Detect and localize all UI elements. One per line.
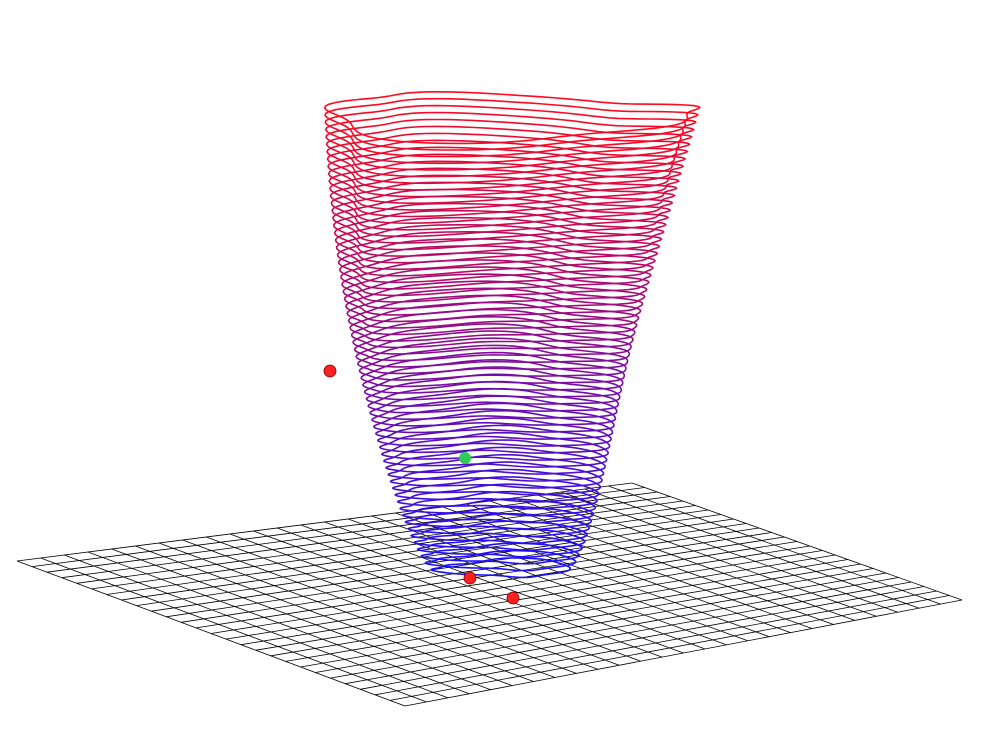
contour-ring bbox=[394, 476, 600, 503]
contour-ring bbox=[350, 308, 636, 349]
contour-ring bbox=[385, 446, 606, 475]
contour-ring bbox=[396, 483, 598, 510]
contour-ring bbox=[363, 366, 622, 401]
floor-grid-line-v bbox=[390, 595, 950, 701]
contour-ring bbox=[331, 188, 672, 238]
contour-ring bbox=[325, 118, 693, 171]
floor-grid-line-u bbox=[348, 518, 706, 650]
contour-ring bbox=[330, 181, 674, 231]
red-point-3 bbox=[506, 591, 520, 605]
floor-grid-line-u bbox=[395, 512, 748, 642]
contour-ring bbox=[326, 132, 689, 185]
floor-grid-line-u bbox=[608, 485, 941, 605]
floor-grid-line-v bbox=[210, 541, 798, 634]
contour-ring bbox=[327, 146, 685, 198]
contour-ring bbox=[420, 542, 580, 565]
floor-grid-line-v bbox=[375, 590, 937, 696]
contour-ring bbox=[367, 380, 620, 414]
contour-ring bbox=[327, 153, 683, 204]
contour-ring bbox=[365, 373, 621, 407]
floor-grid-line-v bbox=[225, 545, 810, 640]
contour-ring bbox=[380, 431, 609, 461]
floor-grid-line-v bbox=[270, 559, 848, 657]
contour-ring bbox=[354, 323, 632, 362]
floor-grid bbox=[16, 482, 963, 707]
contour-ring bbox=[387, 453, 605, 482]
contour-ring bbox=[369, 387, 618, 420]
marker-layer bbox=[323, 364, 520, 605]
floor-grid-line-u bbox=[466, 503, 813, 629]
green-point bbox=[459, 452, 471, 464]
contour-ring bbox=[392, 468, 602, 496]
floor-grid-line-u bbox=[442, 506, 791, 633]
floor-grid-line-u bbox=[584, 488, 920, 609]
contour-ring bbox=[352, 316, 634, 355]
floor-grid-line-u bbox=[537, 494, 877, 617]
red-point-1 bbox=[323, 364, 337, 378]
floor-grid-line-v bbox=[255, 554, 836, 651]
contour-ring bbox=[371, 395, 617, 427]
floor-grid-line-v bbox=[330, 577, 899, 679]
contour-ring bbox=[430, 557, 571, 579]
contour-ring bbox=[377, 417, 612, 447]
contour-ring bbox=[329, 174, 676, 225]
floor-grid-line-u bbox=[631, 482, 963, 601]
floor-grid-line-u bbox=[513, 497, 856, 621]
contour-ring bbox=[360, 351, 626, 388]
contour-ring bbox=[389, 461, 603, 489]
contour-ring bbox=[382, 439, 608, 468]
contour-ring bbox=[328, 160, 681, 211]
contour-ring bbox=[325, 125, 691, 178]
contour-ring bbox=[331, 195, 670, 244]
contour-ring bbox=[362, 358, 624, 394]
floor-grid-line-v bbox=[404, 599, 963, 707]
contour-ring bbox=[413, 527, 586, 551]
floor-grid-line-u bbox=[418, 509, 770, 638]
contour-ring bbox=[333, 209, 665, 257]
floor-grid-line-v bbox=[240, 550, 823, 646]
contour-ring bbox=[332, 202, 667, 251]
floor-grid-line-v bbox=[315, 572, 886, 673]
contour-ring bbox=[328, 167, 678, 218]
contour-ring bbox=[372, 402, 615, 434]
contour-ring bbox=[323, 90, 701, 145]
contour-ring bbox=[424, 549, 577, 572]
contour-ring bbox=[326, 139, 687, 191]
contour-ring bbox=[416, 535, 583, 558]
contour-ring bbox=[349, 301, 638, 342]
contour-ring bbox=[358, 344, 627, 381]
contour-ring bbox=[357, 337, 629, 375]
contour-ring bbox=[379, 424, 611, 454]
floor-grid-line-v bbox=[360, 586, 924, 690]
contour-ring bbox=[355, 330, 631, 368]
floor-grid-line-v bbox=[285, 563, 861, 662]
floor-grid-line-u bbox=[560, 491, 898, 613]
contour-stack bbox=[323, 90, 701, 579]
floor-grid-line-v bbox=[300, 568, 874, 668]
red-point-2 bbox=[463, 571, 477, 585]
contour-ring bbox=[375, 409, 614, 440]
floor-grid-line-v bbox=[345, 581, 912, 685]
